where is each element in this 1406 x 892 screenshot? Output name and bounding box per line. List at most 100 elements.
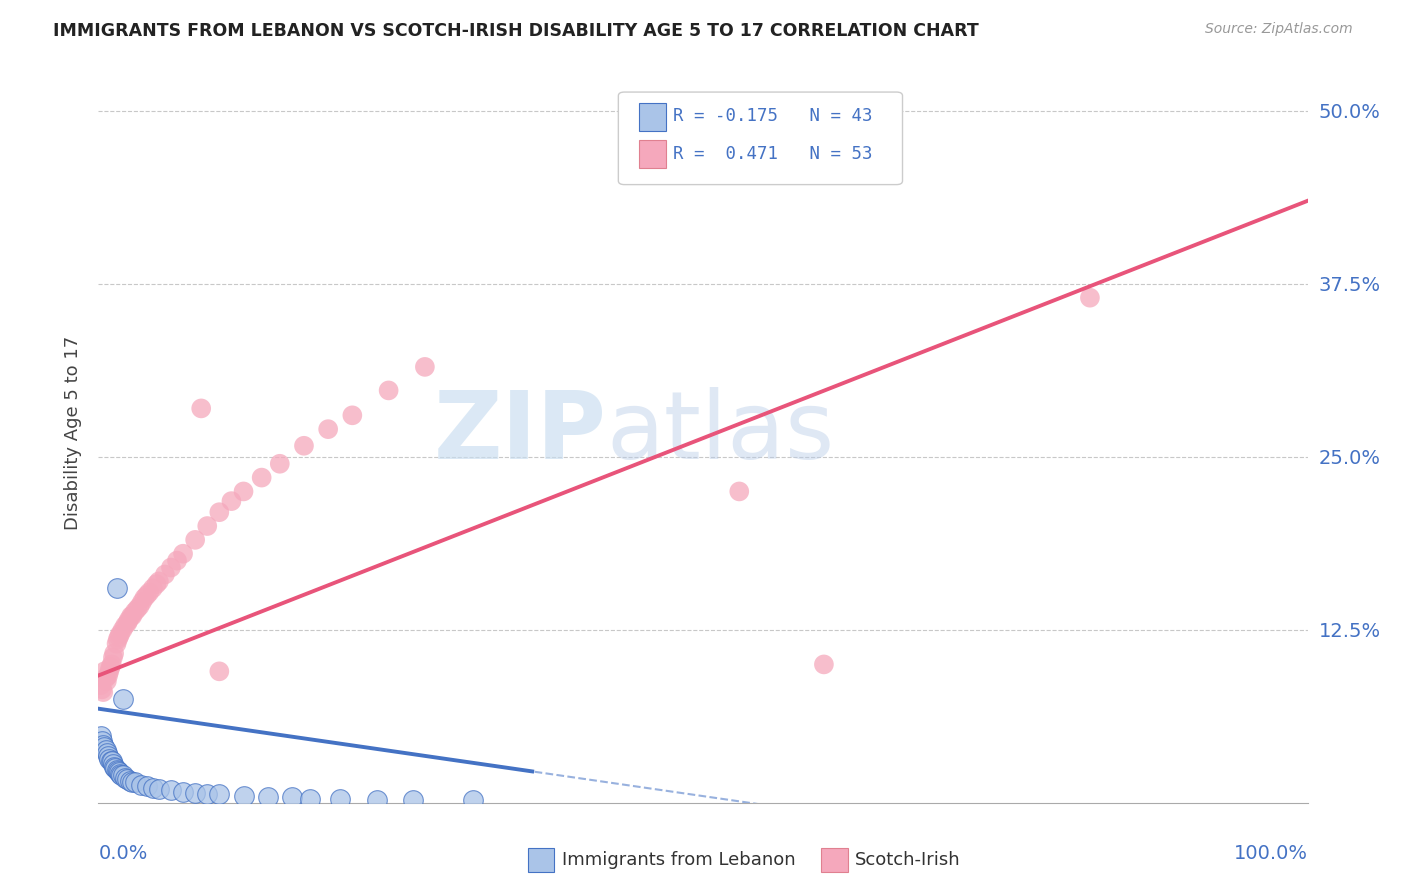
Point [413, 359, 436, 374]
Point [250, 470, 273, 484]
Point [256, 790, 278, 805]
Text: IMMIGRANTS FROM LEBANON VS SCOTCH-IRISH DISABILITY AGE 5 TO 17 CORRELATION CHART: IMMIGRANTS FROM LEBANON VS SCOTCH-IRISH … [53, 22, 979, 40]
Point [90, 730, 112, 744]
Point [114, 618, 136, 632]
Point [121, 775, 143, 789]
Point [142, 780, 165, 795]
Point [97, 668, 120, 682]
FancyBboxPatch shape [619, 92, 903, 185]
Point [281, 790, 304, 805]
Point [91, 682, 114, 697]
Point [148, 781, 170, 796]
Point [111, 768, 134, 782]
Point [138, 585, 160, 599]
Point [195, 519, 218, 533]
Point [105, 637, 128, 651]
Point [91, 733, 114, 747]
Point [402, 793, 425, 807]
Point [208, 788, 231, 802]
Point [90, 678, 112, 692]
Point [117, 772, 139, 787]
Point [107, 632, 129, 647]
Point [145, 577, 167, 591]
Text: R =  0.471   N = 53: R = 0.471 N = 53 [672, 145, 872, 162]
Point [160, 560, 183, 574]
Point [94, 671, 117, 685]
Point [172, 547, 194, 561]
Point [120, 609, 142, 624]
Point [91, 685, 114, 699]
Point [98, 665, 121, 679]
FancyBboxPatch shape [821, 848, 848, 871]
Point [93, 665, 115, 679]
Point [131, 595, 153, 609]
Text: Source: ZipAtlas.com: Source: ZipAtlas.com [1205, 22, 1353, 37]
Point [184, 786, 207, 800]
Point [172, 785, 194, 799]
Point [91, 738, 114, 752]
Point [160, 783, 183, 797]
Point [134, 591, 156, 605]
Point [111, 692, 134, 706]
Point [118, 613, 141, 627]
Point [142, 582, 165, 596]
Point [108, 766, 131, 780]
FancyBboxPatch shape [527, 848, 554, 871]
Point [118, 773, 141, 788]
Point [1078, 291, 1101, 305]
Point [232, 484, 254, 499]
Point [103, 646, 125, 660]
Point [129, 778, 152, 792]
Point [124, 775, 146, 789]
Text: 100.0%: 100.0% [1233, 844, 1308, 863]
Text: atlas: atlas [606, 386, 835, 479]
Point [342, 409, 364, 423]
Point [316, 422, 339, 436]
Point [728, 484, 751, 499]
Point [299, 791, 322, 805]
Point [97, 748, 120, 763]
Point [107, 764, 129, 778]
Point [195, 788, 218, 802]
Point [166, 554, 188, 568]
Text: R = -0.175   N = 43: R = -0.175 N = 43 [672, 108, 872, 126]
Point [108, 630, 131, 644]
Point [93, 740, 115, 755]
Text: 0.0%: 0.0% [98, 844, 148, 863]
Point [111, 623, 134, 637]
Point [94, 743, 117, 757]
Point [100, 657, 122, 672]
Point [101, 757, 124, 772]
Point [96, 746, 118, 760]
Point [104, 761, 127, 775]
Point [135, 779, 157, 793]
Point [100, 660, 122, 674]
Point [127, 602, 149, 616]
Text: Immigrants from Lebanon: Immigrants from Lebanon [561, 851, 796, 869]
Point [232, 789, 254, 803]
Point [110, 768, 132, 782]
Point [377, 384, 399, 398]
Point [329, 791, 352, 805]
Point [105, 763, 128, 777]
Point [101, 650, 124, 665]
Point [128, 599, 150, 614]
Point [153, 567, 176, 582]
Point [100, 754, 122, 768]
FancyBboxPatch shape [638, 103, 665, 131]
Y-axis label: Disability Age 5 to 17: Disability Age 5 to 17 [63, 335, 82, 530]
Point [148, 574, 170, 589]
Point [96, 673, 118, 688]
Point [184, 533, 207, 547]
Point [100, 754, 122, 768]
Point [813, 657, 835, 672]
Point [108, 627, 131, 641]
Point [98, 751, 121, 765]
Point [114, 771, 136, 785]
Point [190, 401, 212, 416]
Point [208, 505, 231, 519]
Point [221, 494, 243, 508]
Point [108, 765, 131, 780]
Point [103, 760, 125, 774]
Point [366, 793, 388, 807]
